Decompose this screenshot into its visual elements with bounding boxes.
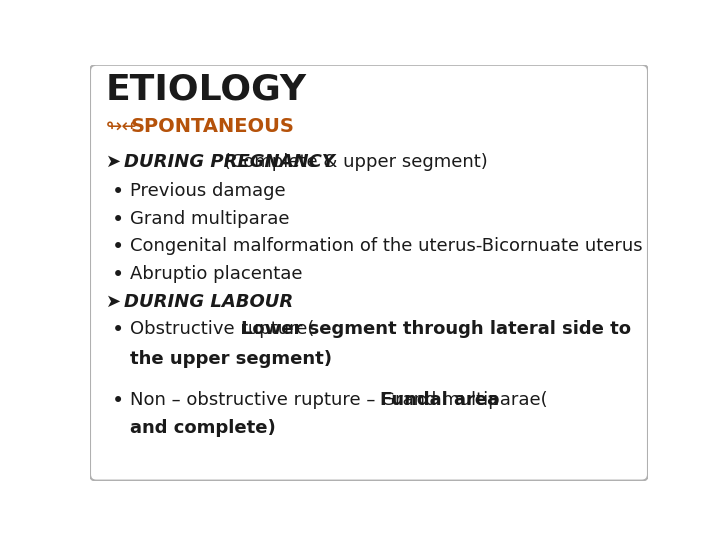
Text: Congenital malformation of the uterus-Bicornuate uterus: Congenital malformation of the uterus-Bi… xyxy=(130,237,643,255)
Text: Grand multiparae: Grand multiparae xyxy=(130,210,289,227)
Text: Obstructive rupture(: Obstructive rupture( xyxy=(130,320,315,339)
Text: the upper segment): the upper segment) xyxy=(130,350,333,368)
Text: ➤: ➤ xyxy=(106,293,121,310)
Text: ↬↫: ↬↫ xyxy=(106,117,138,136)
Text: •: • xyxy=(112,265,124,285)
Text: Previous damage: Previous damage xyxy=(130,182,286,200)
Text: Non – obstructive rupture – Grand multiparae(: Non – obstructive rupture – Grand multip… xyxy=(130,392,548,409)
Text: •: • xyxy=(112,237,124,257)
Text: ➤: ➤ xyxy=(106,153,121,171)
Text: DURING LABOUR: DURING LABOUR xyxy=(124,293,293,310)
Text: ETIOLOGY: ETIOLOGY xyxy=(106,72,307,106)
Text: DURING PREGNANCY: DURING PREGNANCY xyxy=(124,153,335,171)
Text: •: • xyxy=(112,392,124,411)
Text: (Complete & upper segment): (Complete & upper segment) xyxy=(217,153,487,171)
FancyBboxPatch shape xyxy=(90,65,648,481)
Text: Lower segment through lateral side to: Lower segment through lateral side to xyxy=(241,320,631,339)
Text: •: • xyxy=(112,182,124,202)
Text: and complete): and complete) xyxy=(130,419,276,437)
Text: SPONTANEOUS: SPONTANEOUS xyxy=(130,117,294,136)
Text: Fundal area: Fundal area xyxy=(379,392,499,409)
Text: •: • xyxy=(112,210,124,230)
Text: •: • xyxy=(112,320,124,340)
Text: Abruptio placentae: Abruptio placentae xyxy=(130,265,303,283)
